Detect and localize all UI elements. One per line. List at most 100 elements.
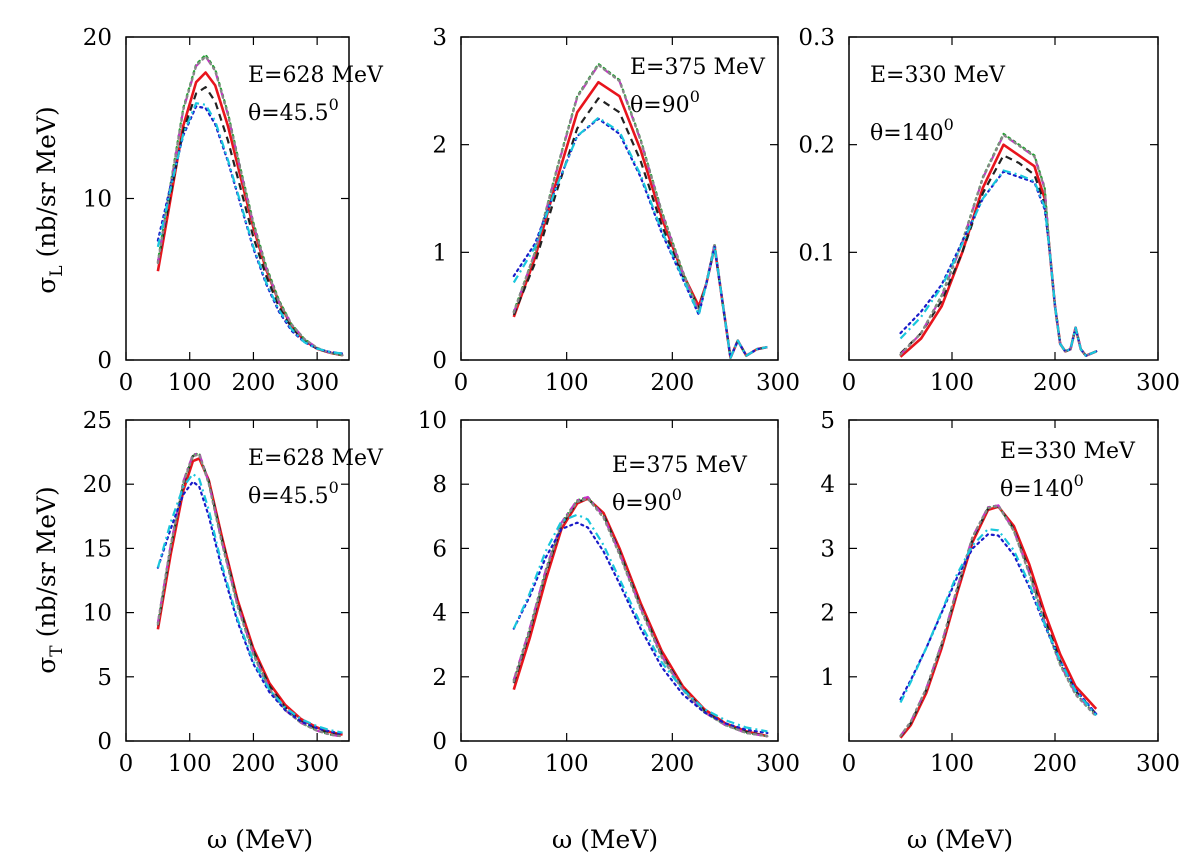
y-tick-label: 0	[97, 348, 112, 374]
series-line-magenta-dash-dot	[512, 495, 768, 738]
series-line-cyan-dash-dot	[899, 169, 1097, 357]
annotation-angle-value: θ=140	[1000, 477, 1074, 502]
x-tick-label: 200	[231, 370, 275, 396]
y-tick-label: 2	[820, 601, 835, 627]
series-line-cyan-dash-dot	[156, 472, 343, 734]
annotation-angle-value: θ=90	[630, 93, 690, 118]
annotation-angle: θ=45.50	[248, 478, 339, 509]
x-tick-label: 0	[454, 751, 469, 777]
y-tick-label: 0.3	[798, 25, 835, 51]
y-tick-label: 10	[83, 601, 112, 627]
xlabel-col3: ω (MeV)	[907, 825, 1013, 854]
y-tick-label: 10	[418, 408, 447, 434]
x-tick-label: 0	[842, 370, 857, 396]
row2-ylabel-sub: T	[47, 645, 67, 657]
series-line-red-solid	[899, 143, 1097, 358]
series-line-cyan-dash-dot	[156, 102, 343, 355]
annotation-angle-degree: 0	[329, 478, 339, 497]
x-tick-label: 300	[295, 370, 339, 396]
y-tick-label: 4	[820, 472, 835, 498]
y-tick-label: 25	[83, 408, 112, 434]
x-tick-label: 0	[119, 370, 134, 396]
y-tick-label: 3	[820, 536, 835, 562]
row2-ylabel-unit: (nb/sr MeV)	[32, 486, 61, 645]
x-tick-label: 100	[168, 370, 212, 396]
y-tick-label: 1	[432, 240, 447, 266]
annotation-angle-degree: 0	[690, 87, 700, 106]
series-line-green-dotted	[156, 452, 344, 738]
series-line-red-solid	[512, 497, 768, 738]
series-line-blue-dotted	[899, 170, 1098, 357]
x-tick-label: 300	[295, 751, 339, 777]
annotation-angle: θ=45.50	[248, 95, 339, 126]
plot-frame	[848, 419, 1159, 742]
y-tick-label: 5	[820, 408, 835, 434]
annotation-angle-value: θ=45.5	[248, 484, 329, 509]
row2-ylabel: σT (nb/sr MeV)	[32, 486, 67, 674]
plot-frame	[848, 36, 1159, 361]
y-tick-label: 2	[432, 133, 447, 159]
x-tick-label: 0	[842, 751, 857, 777]
annotation-angle: θ=1400	[870, 115, 954, 146]
series-line-gray-dotted	[512, 497, 769, 738]
annotation-energy: E=375 MeV	[630, 55, 766, 80]
x-tick-label: 300	[1136, 370, 1180, 396]
series-line-cyan-dash-dot	[512, 513, 768, 733]
row1-ylabel-sub: L	[47, 265, 67, 276]
row1-ylabel-unit: (nb/sr MeV)	[32, 106, 61, 265]
annotation-angle-degree: 0	[1074, 471, 1084, 490]
series-line-cyan-dash-dot	[899, 528, 1098, 717]
plot-frame	[125, 419, 350, 742]
y-tick-label: 15	[83, 536, 112, 562]
series-line-blue-dotted	[512, 521, 769, 735]
y-tick-label: 0.2	[798, 133, 835, 159]
series-line-blue-dotted	[156, 105, 344, 355]
annotation-angle-degree: 0	[329, 95, 339, 114]
y-tick-label: 5	[97, 665, 112, 691]
series-line-black-dashed	[512, 97, 768, 359]
annotation-energy: E=375 MeV	[612, 453, 748, 478]
annotation-angle-value: θ=90	[612, 491, 672, 516]
series-line-black-dashed	[156, 453, 343, 737]
series-line-blue-dotted	[512, 117, 769, 359]
y-tick-label: 0.1	[798, 240, 835, 266]
annotation-angle-degree: 0	[944, 115, 954, 134]
x-tick-label: 200	[650, 370, 694, 396]
series-line-blue-dotted	[899, 533, 1098, 716]
row1-ylabel-symbol: σ	[32, 277, 61, 294]
x-tick-label: 100	[545, 751, 589, 777]
x-tick-label: 0	[454, 370, 469, 396]
series-line-green-dotted	[899, 504, 1098, 737]
x-tick-label: 0	[119, 751, 134, 777]
xlabel-col2: ω (MeV)	[552, 825, 658, 854]
row2-ylabel-symbol: σ	[32, 657, 61, 674]
y-tick-label: 0	[97, 729, 112, 755]
x-tick-label: 100	[930, 370, 974, 396]
y-tick-label: 0	[432, 729, 447, 755]
xlabel-col1: ω (MeV)	[207, 825, 313, 854]
annotation-angle-value: θ=140	[870, 121, 944, 146]
annotation-angle: θ=1400	[1000, 471, 1084, 502]
series-line-green-dotted	[512, 495, 769, 738]
series-line-magenta-dash-dot	[899, 504, 1097, 737]
series-line-black-dashed	[512, 497, 768, 738]
annotation-energy: E=628 MeV	[248, 63, 384, 88]
y-tick-label: 8	[432, 472, 447, 498]
y-tick-label: 2	[432, 665, 447, 691]
series-line-red-solid	[899, 505, 1098, 739]
x-tick-label: 200	[1033, 751, 1077, 777]
row1-ylabel: σL (nb/sr MeV)	[32, 106, 67, 294]
series-line-red-solid	[512, 80, 768, 360]
series-line-black-dashed	[899, 504, 1098, 738]
series-line-cyan-dash-dot	[512, 116, 768, 359]
x-tick-label: 300	[1136, 751, 1180, 777]
y-tick-label: 20	[83, 472, 112, 498]
series-line-gray-dotted	[899, 504, 1098, 737]
y-tick-label: 3	[432, 25, 447, 51]
